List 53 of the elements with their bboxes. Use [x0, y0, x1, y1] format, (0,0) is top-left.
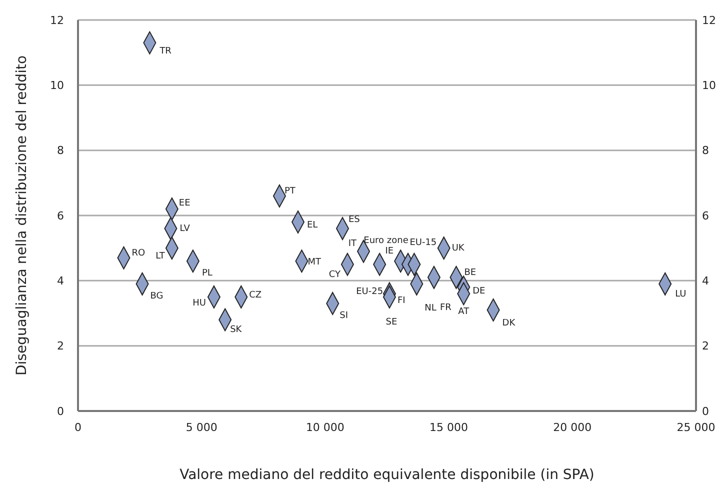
y-tick-label: 2 — [57, 340, 64, 353]
annotation: Euro zone — [364, 236, 409, 246]
annotation: AT — [458, 307, 470, 318]
annotation: IE — [385, 246, 394, 257]
y-tick-label: 6 — [57, 209, 64, 222]
y-tick-label: 12 — [50, 14, 64, 27]
annotation: SI — [340, 310, 348, 321]
x-tick-label: 10 000 — [306, 420, 344, 434]
y-tick-label: 0 — [57, 404, 64, 418]
y2-tick-label: 0 — [702, 404, 709, 418]
annotation: BE — [464, 268, 476, 278]
annotation: LT — [156, 252, 166, 262]
y2-tick-label: 4 — [702, 274, 709, 288]
annotation: PT — [284, 186, 296, 196]
x-axis-title: Valore mediano del reddito equivalente disponibile (in SPA) — [180, 467, 594, 483]
annotation: CZ — [249, 290, 262, 300]
annotation: DK — [502, 318, 516, 328]
annotation: HU — [192, 298, 206, 308]
y2-tick-label: 10 — [702, 79, 716, 92]
y2-tick-label: 8 — [702, 144, 709, 158]
annotation: FI — [397, 296, 406, 306]
annotation: EL — [307, 220, 318, 230]
x-tick-label: 0 — [74, 420, 82, 434]
annotation: ES — [348, 214, 360, 225]
annotation: EE — [178, 198, 191, 208]
annotation: NL — [424, 303, 436, 314]
annotation: EU-15 — [410, 238, 437, 248]
annotation: BG — [150, 291, 164, 302]
annotation: DE — [472, 286, 486, 297]
y-tick-label: 8 — [57, 144, 64, 158]
y2-tick-label: 2 — [702, 340, 709, 353]
annotation: PL — [202, 268, 212, 279]
annotation: UK — [452, 244, 466, 254]
y-tick-label: 10 — [50, 79, 64, 92]
annotation: SK — [230, 325, 243, 336]
y-tick-label: 4 — [57, 274, 64, 288]
x-tick-label: 5 000 — [186, 420, 218, 434]
x-tick-label: 15 000 — [430, 420, 468, 434]
x-tick-label: 20 000 — [553, 420, 592, 434]
annotation: TR — [158, 46, 172, 56]
annotation: LV — [180, 224, 191, 234]
annotation: CY — [328, 270, 341, 280]
annotation: LU — [675, 289, 686, 300]
annotation: EU-25 — [356, 286, 384, 297]
annotation: SE — [386, 317, 398, 328]
annotation: FR — [440, 302, 452, 313]
annotation: IT — [348, 238, 358, 249]
y-axis-title: Diseguaglianza nella distribuzione del reddito — [14, 55, 30, 376]
annotation: MT — [308, 258, 322, 268]
y2-tick-label: 12 — [702, 14, 716, 27]
y2-tick-label: 6 — [702, 209, 709, 222]
annotation: RO — [132, 248, 146, 258]
x-tick-label: 25 000 — [676, 420, 716, 434]
